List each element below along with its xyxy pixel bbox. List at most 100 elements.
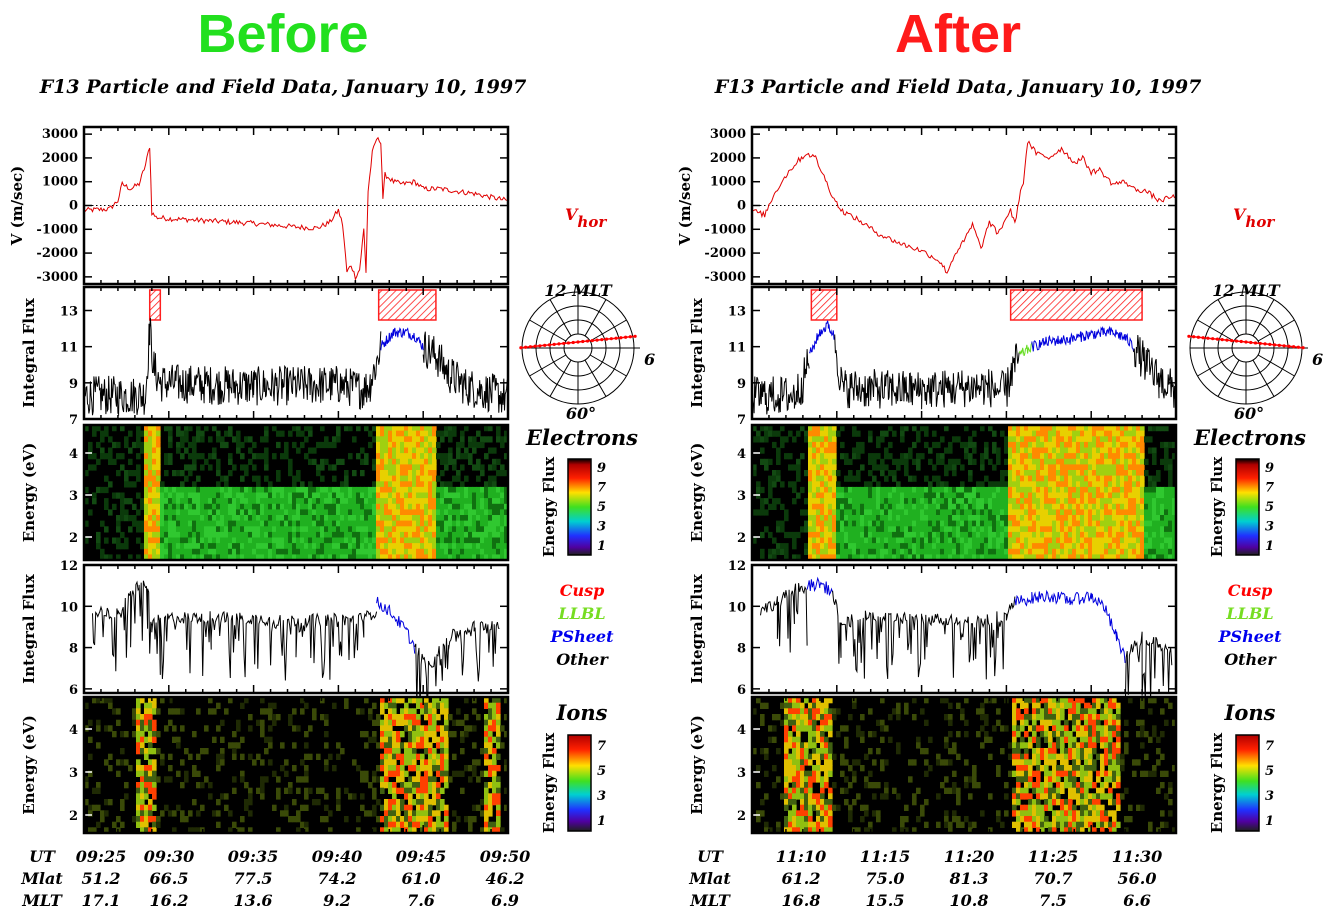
spectrogram-cell <box>1004 554 1009 561</box>
spectrogram-cell <box>116 470 121 477</box>
spectrogram-cell <box>384 731 389 738</box>
spectrogram-cell <box>764 425 769 432</box>
spectrogram-cell <box>256 509 261 516</box>
spectrogram-cell <box>140 816 145 823</box>
spectrogram-cell <box>416 515 421 522</box>
spectrogram-cell <box>488 543 493 550</box>
spectrogram-cell <box>376 537 381 544</box>
spectrogram-cell <box>288 470 293 477</box>
orbit-spoke <box>1252 359 1275 397</box>
spectrogram-cell <box>432 793 437 800</box>
spectrogram-cell <box>376 548 381 555</box>
spectrogram-cell <box>476 464 481 471</box>
spectrogram-cell <box>900 425 905 432</box>
spectrogram-cell <box>152 458 157 465</box>
spectrogram-cell <box>504 787 509 794</box>
spectrogram-cell <box>256 531 261 539</box>
y-tick-label: 11 <box>60 341 78 356</box>
spectrogram-cell <box>1060 503 1065 510</box>
spectrogram-cell <box>388 708 393 715</box>
spectrogram-cell <box>296 543 301 550</box>
spectrogram-cell <box>1116 436 1121 443</box>
spectrogram-cell <box>220 526 225 533</box>
spectrogram-cell <box>232 548 237 555</box>
spectrogram-cell <box>148 770 153 777</box>
spectrogram-cell <box>848 520 853 527</box>
spectrogram-cell <box>336 515 341 522</box>
spectrogram-cell <box>396 526 401 533</box>
spectrogram-cell <box>496 509 501 516</box>
spectrogram-cell <box>420 481 425 488</box>
spectrogram-cell <box>984 520 989 527</box>
spectrogram-cell <box>484 702 489 709</box>
spectrogram-cell <box>876 531 881 539</box>
spectrogram-cell <box>456 537 461 544</box>
spectrogram-cell <box>444 770 449 777</box>
spectrogram-cell <box>492 515 497 522</box>
spectrogram-cell <box>936 554 941 561</box>
spectrogram-cell <box>316 486 321 494</box>
spectrogram-cell <box>252 537 257 544</box>
spectrogram-cell <box>300 776 305 783</box>
spectrogram-cell <box>292 531 297 539</box>
spectrogram-cell <box>244 697 249 704</box>
ion-flux-psheet <box>376 596 416 654</box>
spectrogram-cell <box>152 475 157 482</box>
spectrogram-cell <box>196 436 201 443</box>
spectrogram-cell <box>484 515 489 522</box>
spectrogram-cell <box>176 526 181 533</box>
spectrogram-cell <box>324 714 329 721</box>
spectrogram-cell <box>364 509 369 516</box>
spectrogram-cell <box>400 753 405 760</box>
spectrogram-cell <box>368 782 373 789</box>
spectrogram-cell <box>888 492 893 499</box>
spectrogram-cell <box>792 436 797 443</box>
spectrogram-cell <box>1052 526 1057 533</box>
spectrogram-cell <box>384 464 389 471</box>
spectrogram-cell <box>400 816 405 823</box>
spectrogram-cell <box>432 464 437 471</box>
spectrogram-cell <box>268 736 273 743</box>
spectrogram-cell <box>1068 475 1073 482</box>
spectrogram-cell <box>900 486 905 494</box>
spectrogram-cell <box>188 492 193 499</box>
spectrogram-cell <box>988 492 993 499</box>
spectrogram-cell <box>824 475 829 482</box>
spectrogram-cell <box>472 436 477 443</box>
spectrogram-cell <box>416 470 421 477</box>
spectrogram-cell <box>136 719 141 726</box>
spectrogram-cell <box>280 520 285 527</box>
spectrogram-cell <box>832 453 837 460</box>
spectrogram-cell <box>156 776 161 783</box>
spectrogram-cell <box>336 436 341 443</box>
spectrogram-cell <box>264 543 269 550</box>
spectrogram-cell <box>152 447 157 454</box>
spectrogram-cell <box>844 537 849 544</box>
spectrogram-cell <box>336 543 341 550</box>
spectrogram-cell <box>328 531 333 539</box>
spectrogram-cell <box>312 509 317 516</box>
spectrogram-cell <box>208 464 213 471</box>
spectrogram-cell <box>308 425 313 432</box>
spectrogram-cell <box>240 520 245 527</box>
spectrogram-cell <box>388 458 393 465</box>
spectrogram-cell <box>1012 509 1017 516</box>
spectrogram-cell <box>488 464 493 471</box>
spectrogram-cell <box>1068 481 1073 488</box>
spectrogram-cell <box>304 520 309 527</box>
spectrogram-cell <box>160 759 165 766</box>
y-tick-label: -1000 <box>704 222 746 237</box>
spectrogram-cell <box>496 520 501 527</box>
spectrogram-cell <box>496 436 501 443</box>
spectrogram-cell <box>952 470 957 477</box>
spectrogram-cell <box>364 453 369 460</box>
spectrogram-cell <box>496 821 501 828</box>
spectrogram-cell <box>220 548 225 555</box>
spectrogram-cell <box>1056 447 1061 454</box>
spectrogram-cell <box>384 503 389 510</box>
spectrogram-cell <box>408 464 413 471</box>
spectrogram-cell <box>124 470 129 477</box>
spectrogram-cell <box>132 708 137 715</box>
spectrogram-cell <box>812 470 817 477</box>
spectrogram-cell <box>980 425 985 432</box>
